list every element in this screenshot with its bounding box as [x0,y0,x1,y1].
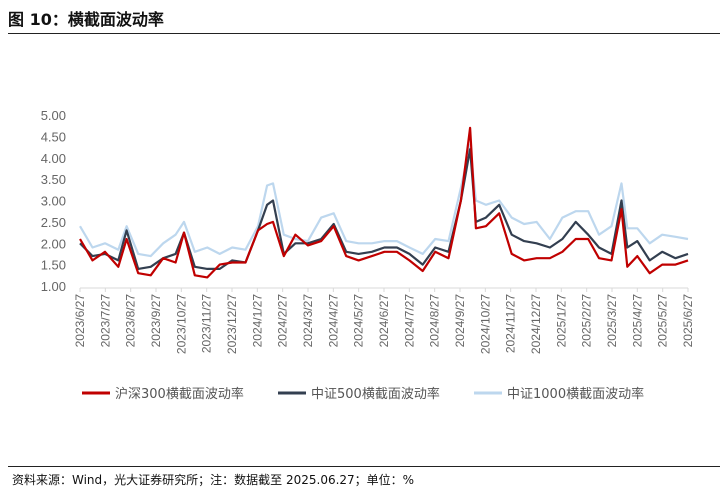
source-note: 资料来源：Wind，光大证券研究所；注：数据截至 2025.06.27；单位：% [12,473,415,487]
x-tick-label: 2025/3/27 [605,294,619,348]
x-tick-label: 2024/4/27 [326,294,340,348]
x-tick-label: 2024/9/27 [453,294,467,348]
x-tick-label: 2023/8/27 [124,294,138,348]
y-tick-label: 1.50 [41,258,66,273]
x-tick-label: 2023/6/27 [73,294,87,348]
y-tick-label: 4.00 [41,151,66,166]
series-line [79,143,689,258]
x-tick-label: 2024/7/27 [402,294,416,348]
y-tick-label: 2.50 [41,215,66,230]
legend-label: 中证1000横截面波动率 [507,386,644,402]
y-tick-label: 1.00 [41,279,66,294]
y-tick-label: 3.00 [41,194,66,209]
x-tick-label: 2024/12/27 [529,294,543,354]
y-tick-label: 3.50 [41,172,66,187]
x-tick-label: 2024/1/27 [250,294,264,348]
divider [8,466,720,467]
x-tick-label: 2023/10/27 [174,294,188,354]
x-tick-label: 2023/7/27 [98,294,112,348]
figure-title: 图 10：横截面波动率 [8,10,164,29]
x-tick-label: 2024/6/27 [377,294,391,348]
y-tick-label: 2.00 [41,236,66,251]
series-line [79,126,689,279]
legend-label: 沪深300横截面波动率 [115,386,244,402]
x-tick-label: 2024/2/27 [276,294,290,348]
legend-label: 中证500横截面波动率 [311,386,440,402]
x-tick-label: 2023/9/27 [149,294,163,348]
y-tick-label: 5.00 [41,108,66,123]
x-tick-label: 2025/6/27 [681,294,695,348]
x-tick-label: 2025/5/27 [656,294,670,348]
x-tick-label: 2024/8/27 [428,294,442,348]
y-tick-label: 4.50 [41,129,66,144]
x-tick-label: 2025/4/27 [630,294,644,348]
x-tick-label: 2023/12/27 [225,294,239,354]
x-tick-label: 2024/10/27 [478,294,492,354]
x-tick-label: 2024/5/27 [352,294,366,348]
x-tick-label: 2024/11/27 [504,294,518,353]
x-tick-label: 2025/2/27 [580,294,594,348]
x-tick-label: 2025/1/27 [554,294,568,348]
x-tick-label: 2024/3/27 [301,294,315,348]
x-tick-label: 2023/11/27 [200,294,214,353]
divider [8,33,720,34]
